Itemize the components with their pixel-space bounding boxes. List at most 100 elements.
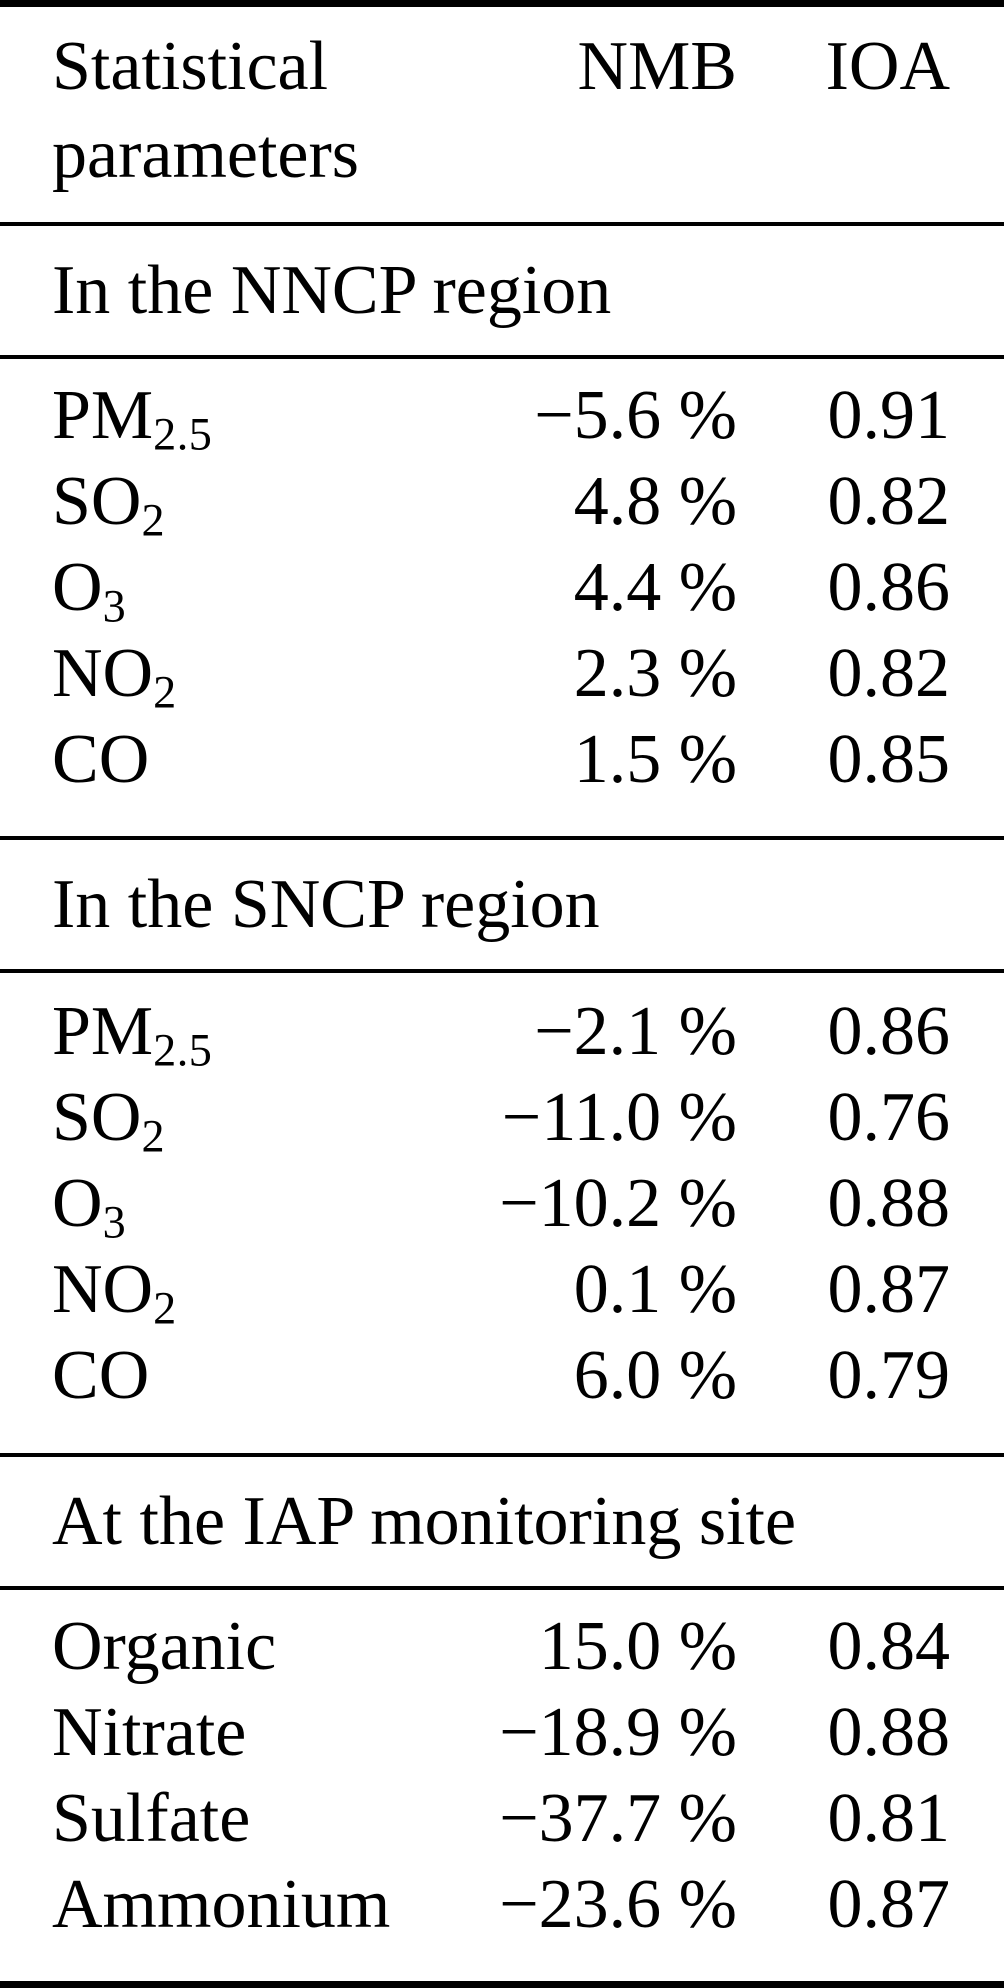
species-cell: NO2 <box>52 634 487 715</box>
species-cell: SO2 <box>52 462 487 543</box>
table-header-row: Statistical parameters NMB IOA <box>0 7 1004 222</box>
species-base: NO <box>52 1251 154 1328</box>
section-iap-rows: Organic 15.0 % 0.84 Nitrate −18.9 % 0.88… <box>0 1590 1004 1981</box>
species-base: Nitrate <box>52 1694 247 1771</box>
table-row: NO2 2.3 % 0.82 <box>52 631 950 717</box>
species-subscript: 2 <box>141 1110 166 1162</box>
table-row: O3 4.4 % 0.86 <box>52 545 950 631</box>
species-cell: O3 <box>52 548 487 629</box>
table-row: SO2 4.8 % 0.82 <box>52 459 950 545</box>
nmb-value: −10.2 % <box>499 1165 737 1242</box>
midrule <box>0 355 1004 359</box>
table-row: Ammonium −23.6 % 0.87 <box>52 1862 950 1948</box>
section-title-sncp: In the SNCP region <box>0 840 1004 969</box>
nmb-value: −11.0 % <box>501 1079 737 1156</box>
species-subscript: 2 <box>141 494 166 546</box>
species-base: Sulfate <box>52 1780 251 1857</box>
nmb-value: −5.6 % <box>534 377 737 454</box>
species-base: Ammonium <box>52 1866 391 1943</box>
species-subscript: 3 <box>102 1196 127 1248</box>
species-cell: CO <box>52 1336 487 1416</box>
nmb-value: 2.3 % <box>573 635 737 712</box>
header-statistical-parameters: Statistical parameters <box>52 23 487 199</box>
species-subscript: 2 <box>153 1282 177 1334</box>
section-title-text: In the SNCP region <box>52 865 600 943</box>
species-cell: Organic <box>52 1607 487 1687</box>
species-cell: PM2.5 <box>52 376 487 457</box>
table-row: NO2 0.1 % 0.87 <box>52 1247 950 1333</box>
species-cell: NO2 <box>52 1250 487 1331</box>
nmb-value: 4.4 % <box>573 549 737 626</box>
table-row: Sulfate −37.7 % 0.81 <box>52 1776 950 1862</box>
nmb-value: −23.6 % <box>499 1866 737 1943</box>
species-base: SO <box>52 463 142 540</box>
midrule <box>0 969 1004 973</box>
nmb-value: −2.1 % <box>534 993 737 1070</box>
midrule <box>0 222 1004 226</box>
ioa-value: 0.82 <box>827 463 951 540</box>
nmb-value: 6.0 % <box>573 1337 737 1414</box>
ioa-value: 0.85 <box>827 721 951 798</box>
species-cell: SO2 <box>52 1078 487 1159</box>
midrule <box>0 836 1004 840</box>
nmb-value: −18.9 % <box>499 1694 737 1771</box>
section-title-iap: At the IAP monitoring site <box>0 1457 1004 1586</box>
species-subscript: 2.5 <box>153 1024 213 1076</box>
table-row: O3 −10.2 % 0.88 <box>52 1161 950 1247</box>
ioa-value: 0.91 <box>827 377 951 454</box>
header-col1-line1: Statistical <box>52 28 329 105</box>
ioa-value: 0.86 <box>827 549 951 626</box>
ioa-value: 0.76 <box>827 1079 951 1156</box>
table-row: Nitrate −18.9 % 0.88 <box>52 1690 950 1776</box>
species-cell: Nitrate <box>52 1693 487 1773</box>
ioa-value: 0.87 <box>827 1251 951 1328</box>
table-row: Organic 15.0 % 0.84 <box>52 1604 950 1690</box>
table-row: PM2.5 −5.6 % 0.91 <box>52 373 950 459</box>
ioa-value: 0.86 <box>827 993 951 1070</box>
section-title-nncp: In the NNCP region <box>0 226 1004 355</box>
section-title-text: In the NNCP region <box>52 251 612 329</box>
midrule <box>0 1453 1004 1457</box>
species-base: PM <box>52 993 154 1070</box>
table-row: SO2 −11.0 % 0.76 <box>52 1075 950 1161</box>
table-row: CO 6.0 % 0.79 <box>52 1333 950 1419</box>
section-title-text: At the IAP monitoring site <box>52 1482 797 1560</box>
species-base: PM <box>52 377 154 454</box>
species-base: Organic <box>52 1608 277 1685</box>
nmb-value: 4.8 % <box>573 463 737 540</box>
species-cell: CO <box>52 720 487 800</box>
ioa-value: 0.81 <box>827 1780 951 1857</box>
header-nmb: NMB <box>577 28 737 105</box>
nmb-value: 0.1 % <box>573 1251 737 1328</box>
species-cell: PM2.5 <box>52 992 487 1073</box>
header-col1-line2: parameters <box>52 116 360 193</box>
midrule <box>0 1586 1004 1590</box>
species-subscript: 2.5 <box>153 408 213 460</box>
section-sncp-rows: PM2.5 −2.1 % 0.86 SO2 −11.0 % 0.76 O3 −1… <box>0 973 1004 1453</box>
nmb-value: −37.7 % <box>499 1780 737 1857</box>
ioa-value: 0.82 <box>827 635 951 712</box>
ioa-value: 0.88 <box>827 1694 951 1771</box>
ioa-value: 0.84 <box>827 1608 951 1685</box>
table-row: CO 1.5 % 0.85 <box>52 717 950 803</box>
header-ioa: IOA <box>825 28 950 105</box>
ioa-value: 0.87 <box>827 1866 951 1943</box>
species-base: SO <box>52 1079 142 1156</box>
table-row: PM2.5 −2.1 % 0.86 <box>52 989 950 1075</box>
species-subscript: 2 <box>153 666 177 718</box>
ioa-value: 0.79 <box>827 1337 951 1414</box>
species-base: NO <box>52 635 154 712</box>
species-base: CO <box>52 721 150 798</box>
species-cell: Ammonium <box>52 1865 487 1945</box>
table-top-rule <box>0 0 1004 7</box>
section-nncp-rows: PM2.5 −5.6 % 0.91 SO2 4.8 % 0.82 O3 4.4 … <box>0 359 1004 836</box>
ioa-value: 0.88 <box>827 1165 951 1242</box>
table-bottom-rule <box>0 1981 1004 1988</box>
species-cell: Sulfate <box>52 1779 487 1859</box>
species-subscript: 3 <box>102 580 127 632</box>
nmb-value: 15.0 % <box>538 1608 737 1685</box>
species-base: O <box>52 1165 103 1242</box>
nmb-value: 1.5 % <box>573 721 737 798</box>
species-cell: O3 <box>52 1164 487 1245</box>
